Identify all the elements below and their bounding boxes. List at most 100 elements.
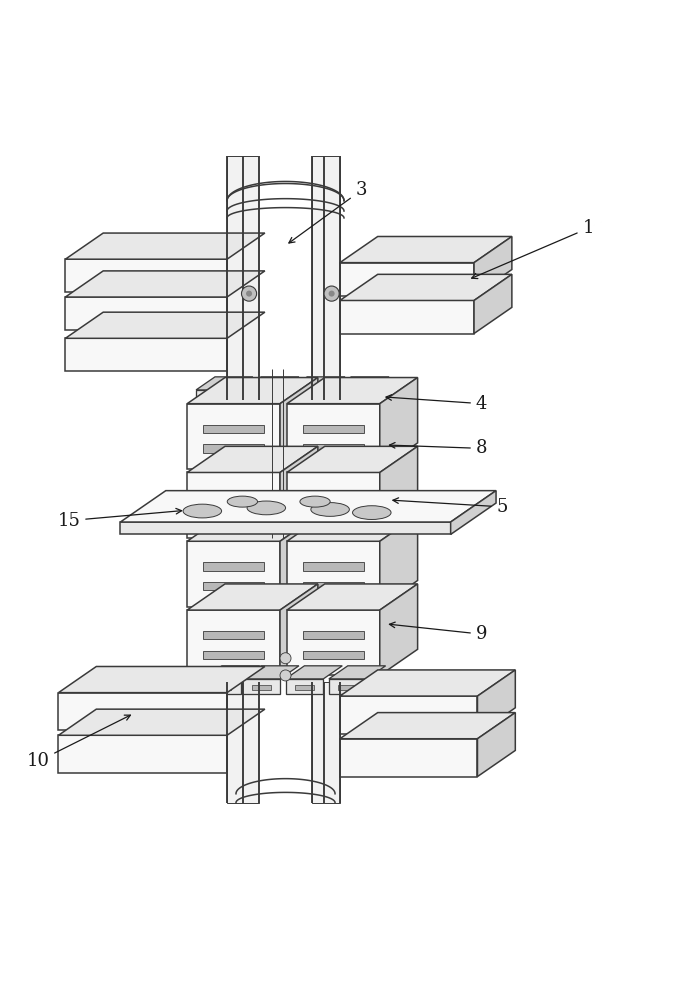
Polygon shape xyxy=(65,338,227,371)
Circle shape xyxy=(329,291,334,297)
Polygon shape xyxy=(280,584,318,675)
Ellipse shape xyxy=(183,504,222,518)
Polygon shape xyxy=(242,390,280,405)
Text: 5: 5 xyxy=(393,498,508,516)
Polygon shape xyxy=(204,444,264,453)
Polygon shape xyxy=(287,446,418,472)
Polygon shape xyxy=(280,446,318,538)
Circle shape xyxy=(241,286,257,301)
Polygon shape xyxy=(303,631,363,639)
Polygon shape xyxy=(303,651,363,659)
Polygon shape xyxy=(187,404,280,469)
Polygon shape xyxy=(252,685,270,690)
Polygon shape xyxy=(242,666,299,679)
Polygon shape xyxy=(340,263,474,296)
Polygon shape xyxy=(338,685,357,690)
Polygon shape xyxy=(187,541,280,607)
Ellipse shape xyxy=(352,506,391,519)
Polygon shape xyxy=(58,693,227,730)
Polygon shape xyxy=(303,582,363,590)
Polygon shape xyxy=(380,378,418,469)
Text: 9: 9 xyxy=(389,622,487,643)
Polygon shape xyxy=(474,274,512,334)
Circle shape xyxy=(280,670,291,681)
Polygon shape xyxy=(329,666,385,679)
Polygon shape xyxy=(187,472,280,538)
Polygon shape xyxy=(340,739,477,777)
Polygon shape xyxy=(288,377,345,390)
Polygon shape xyxy=(204,631,264,639)
Polygon shape xyxy=(204,651,264,659)
Polygon shape xyxy=(332,390,370,405)
Polygon shape xyxy=(303,444,363,453)
Polygon shape xyxy=(380,446,418,538)
Ellipse shape xyxy=(227,496,257,507)
Polygon shape xyxy=(252,396,270,401)
Polygon shape xyxy=(58,735,227,773)
Polygon shape xyxy=(204,582,264,590)
Polygon shape xyxy=(287,584,418,610)
Polygon shape xyxy=(65,312,265,338)
Polygon shape xyxy=(65,271,265,297)
Polygon shape xyxy=(340,300,474,334)
Polygon shape xyxy=(187,446,318,472)
Polygon shape xyxy=(288,390,326,405)
Polygon shape xyxy=(187,378,318,404)
Polygon shape xyxy=(477,670,515,734)
Polygon shape xyxy=(477,713,515,777)
Text: 10: 10 xyxy=(26,715,131,770)
Polygon shape xyxy=(204,513,264,521)
Polygon shape xyxy=(213,685,231,690)
Polygon shape xyxy=(303,493,363,502)
Polygon shape xyxy=(120,522,451,534)
Polygon shape xyxy=(380,584,418,675)
Polygon shape xyxy=(340,696,477,734)
Polygon shape xyxy=(204,493,264,502)
Text: 1: 1 xyxy=(472,219,594,279)
Polygon shape xyxy=(65,233,265,259)
Polygon shape xyxy=(287,610,380,675)
Polygon shape xyxy=(312,156,340,400)
Polygon shape xyxy=(203,666,260,679)
Polygon shape xyxy=(58,666,265,693)
Polygon shape xyxy=(227,156,259,400)
Text: 8: 8 xyxy=(389,439,487,457)
Polygon shape xyxy=(187,610,280,675)
Polygon shape xyxy=(280,378,318,469)
Polygon shape xyxy=(287,541,380,607)
Polygon shape xyxy=(280,515,318,607)
Polygon shape xyxy=(303,562,363,571)
Polygon shape xyxy=(287,472,380,538)
Polygon shape xyxy=(65,297,227,330)
Polygon shape xyxy=(286,679,323,694)
Polygon shape xyxy=(303,425,363,433)
Circle shape xyxy=(280,653,291,664)
Polygon shape xyxy=(187,515,318,541)
Polygon shape xyxy=(340,713,515,739)
Polygon shape xyxy=(329,679,367,694)
Polygon shape xyxy=(312,682,340,803)
Polygon shape xyxy=(120,491,496,522)
Polygon shape xyxy=(206,396,224,401)
Polygon shape xyxy=(196,390,234,405)
Ellipse shape xyxy=(247,501,286,515)
Polygon shape xyxy=(332,377,389,390)
Polygon shape xyxy=(196,377,253,390)
Polygon shape xyxy=(242,377,299,390)
Polygon shape xyxy=(227,682,259,803)
Circle shape xyxy=(246,291,252,297)
Text: 4: 4 xyxy=(386,395,487,413)
Polygon shape xyxy=(287,378,418,404)
Polygon shape xyxy=(380,515,418,607)
Ellipse shape xyxy=(300,496,330,507)
Polygon shape xyxy=(342,396,361,401)
Polygon shape xyxy=(340,236,512,263)
Polygon shape xyxy=(287,404,380,469)
Polygon shape xyxy=(203,679,241,694)
Polygon shape xyxy=(303,513,363,521)
Polygon shape xyxy=(340,274,512,300)
Polygon shape xyxy=(242,679,280,694)
Polygon shape xyxy=(65,259,227,292)
Polygon shape xyxy=(340,670,515,696)
Polygon shape xyxy=(259,156,312,400)
